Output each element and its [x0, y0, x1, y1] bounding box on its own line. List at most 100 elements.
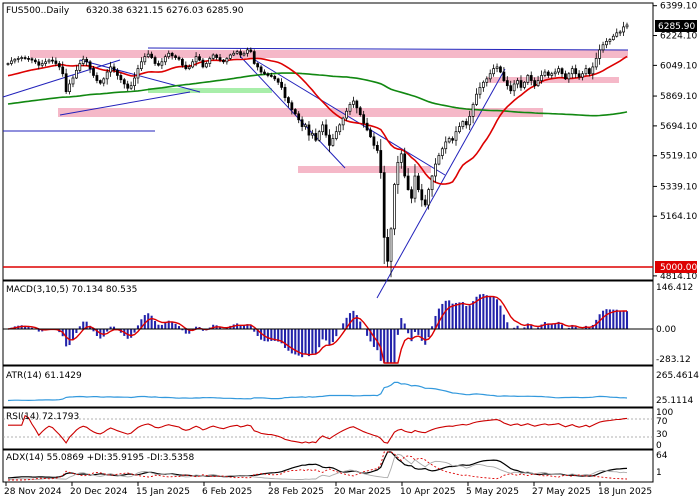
- candle-body: [417, 175, 420, 191]
- candle: [105, 69, 109, 85]
- candle-body: [598, 49, 602, 59]
- macd-bar: [181, 329, 184, 331]
- candle-body: [523, 81, 526, 88]
- candle: [293, 108, 297, 116]
- candle-body: [358, 107, 362, 116]
- candle: [526, 74, 530, 85]
- candle: [471, 102, 475, 124]
- candle-body: [23, 57, 27, 59]
- candle-body: [85, 58, 89, 63]
- candle-body: [225, 58, 229, 63]
- candle: [591, 62, 595, 80]
- candle: [389, 227, 393, 278]
- macd-bar: [219, 327, 222, 329]
- rsi-tick-30: 30: [656, 430, 668, 440]
- candle-body: [16, 58, 20, 60]
- candle-body: [68, 83, 71, 92]
- candle-body: [119, 75, 123, 81]
- candle: [222, 59, 225, 64]
- candle-body: [310, 133, 314, 136]
- macd-bar: [366, 329, 369, 336]
- candle-body: [170, 52, 174, 57]
- candle: [71, 75, 75, 88]
- candle: [543, 69, 547, 78]
- candle: [92, 66, 95, 78]
- rsi-tick-100: 100: [656, 408, 673, 418]
- candle: [181, 57, 184, 68]
- candle-body: [204, 63, 208, 68]
- macd-bar: [106, 329, 109, 332]
- candle: [618, 30, 622, 37]
- candle: [540, 70, 543, 84]
- candle: [139, 57, 143, 72]
- candle: [57, 60, 61, 71]
- candle: [242, 51, 246, 57]
- macd-bar: [410, 329, 413, 342]
- macd-bar: [557, 321, 560, 329]
- candle: [78, 59, 82, 73]
- candle: [136, 64, 140, 84]
- candle: [184, 61, 188, 71]
- candle: [167, 50, 171, 60]
- macd-bar: [540, 324, 543, 329]
- candle-body: [314, 133, 318, 141]
- macd-bar: [615, 309, 618, 329]
- candle: [317, 129, 321, 142]
- macd-bar: [458, 302, 461, 329]
- macd-bar: [174, 323, 177, 329]
- atr-label: ATR(14) 61.1429: [6, 371, 82, 381]
- candle: [577, 70, 581, 80]
- candle-body: [540, 75, 543, 81]
- candle-body: [471, 104, 475, 117]
- candle: [512, 80, 516, 97]
- candle-body: [167, 52, 171, 58]
- candle: [85, 56, 89, 66]
- candle: [23, 55, 27, 60]
- candle-body: [143, 56, 147, 63]
- macd-bar: [403, 323, 406, 329]
- candle: [434, 158, 437, 183]
- candle: [481, 80, 485, 92]
- candle: [564, 70, 567, 80]
- macd-bar: [242, 325, 245, 329]
- candle-body: [307, 124, 311, 136]
- candle: [488, 69, 492, 83]
- candle: [163, 54, 167, 66]
- macd-bar: [567, 327, 570, 329]
- candle: [417, 172, 420, 193]
- candle: [119, 72, 123, 83]
- candle: [290, 100, 294, 115]
- adx-label: ADX(14) 55.0869 +DI:35.9195 -DI:3.5358: [6, 453, 195, 463]
- resistance-zone-small: [487, 77, 619, 83]
- candle: [269, 72, 273, 78]
- candle: [273, 74, 277, 82]
- candle: [64, 68, 68, 94]
- macd-bar: [297, 329, 300, 356]
- candle: [379, 139, 383, 179]
- candle: [307, 121, 311, 141]
- macd-bar: [489, 296, 492, 329]
- candle: [54, 57, 58, 67]
- candle-body: [75, 69, 78, 79]
- atr-tick-top: 265.4614: [656, 371, 699, 381]
- candle-body: [191, 61, 195, 68]
- candle-body: [413, 175, 417, 199]
- candle: [382, 165, 386, 265]
- candle-body: [81, 58, 85, 64]
- price-tick-label: 6399.10: [660, 2, 697, 12]
- macd-bar: [454, 302, 458, 329]
- macd-bar: [431, 326, 434, 329]
- candle-body: [454, 131, 458, 141]
- candle: [126, 80, 130, 91]
- ma-slow-line: [7, 72, 628, 117]
- candle: [81, 55, 85, 67]
- candle-body: [608, 39, 612, 42]
- support-resistance-zones: [30, 50, 628, 173]
- candle: [406, 168, 410, 191]
- macd-bar: [588, 327, 591, 329]
- candle-body: [51, 59, 54, 62]
- date-tick-label: 15 Jan 2025: [136, 487, 190, 497]
- price-tick-label: 5519.10: [660, 152, 697, 162]
- candle: [204, 61, 208, 69]
- candle: [355, 99, 359, 114]
